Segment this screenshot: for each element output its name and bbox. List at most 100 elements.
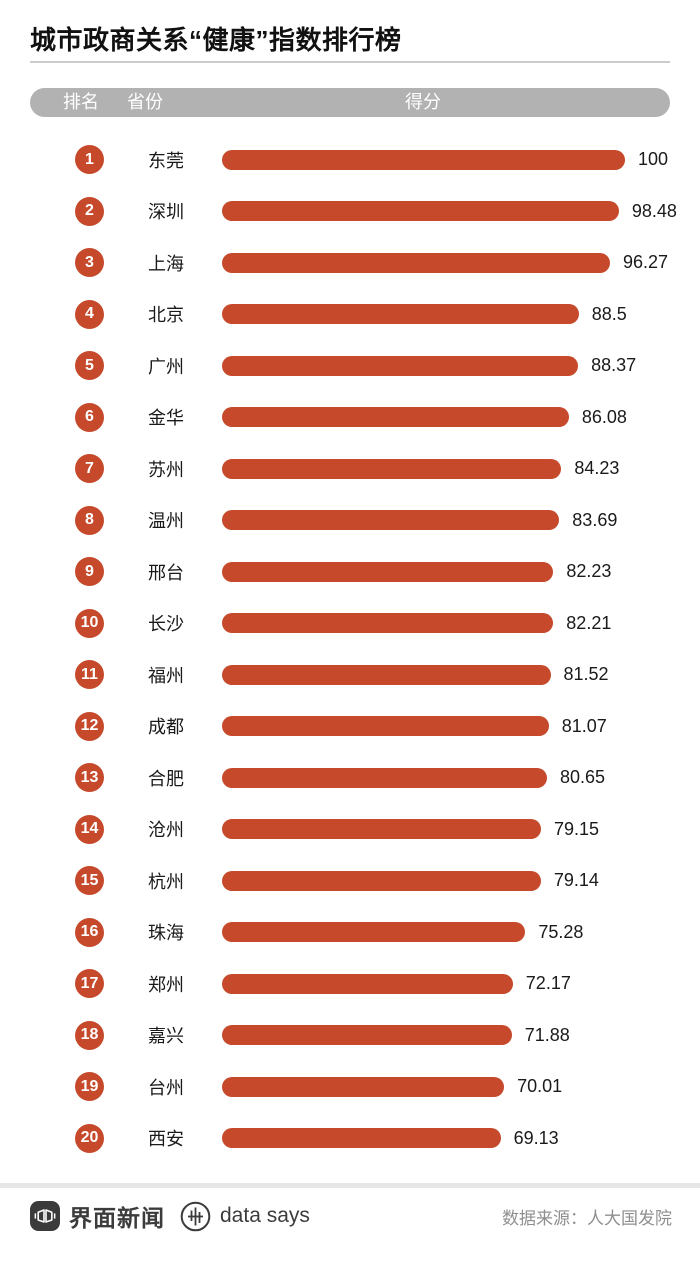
rank-badge: 19 [75,1072,104,1102]
score-bar [222,973,513,994]
rank-badge: 14 [75,814,104,844]
score-value: 96.27 [623,252,669,273]
chart-row: 8 温州 83.69 [0,495,700,547]
city-label: 台州 [148,1077,184,1098]
score-bar [222,510,560,531]
city-label: 西安 [148,1129,184,1150]
score-bar [222,1076,505,1097]
city-label: 东莞 [148,150,184,171]
score-bar [222,561,554,582]
score-value: 75.28 [538,921,584,942]
score-value: 81.52 [563,664,609,685]
city-label: 郑州 [148,974,184,995]
chart-row: 4 北京 88.5 [0,289,700,341]
rank-badge: 1 [75,145,104,175]
city-label: 合肥 [148,768,184,789]
rank-badge: 3 [75,248,104,278]
score-value: 79.15 [554,818,600,839]
chart-row: 6 金华 86.08 [0,392,700,444]
rank-badge: 6 [75,402,104,432]
chart-row: 11 福州 81.52 [0,649,700,701]
score-value: 100 [638,149,669,170]
score-value: 72.17 [525,973,571,994]
footer-brands: 界面新闻 data says [30,1199,310,1233]
score-value: 84.23 [574,458,620,479]
score-value: 86.08 [581,406,627,427]
chart-row: 3 上海 96.27 [0,237,700,289]
score-bar [222,355,579,376]
rank-badge: 18 [75,1020,104,1050]
footer: 界面新闻 data says 数据来源：人大国发院 [0,1188,700,1252]
rank-badge: 8 [75,505,104,535]
rank-badge: 12 [75,711,104,741]
score-bar [222,819,541,840]
city-label: 沧州 [148,820,184,841]
score-value: 79.14 [553,870,599,891]
title-divider [30,61,670,63]
rank-badge: 11 [75,660,104,690]
header-province-label: 省份 [127,92,163,112]
rank-badge: 15 [75,866,104,896]
footer-divider [0,1183,700,1188]
city-label: 长沙 [148,614,184,635]
score-bar [222,149,625,170]
chart-row: 12 成都 81.07 [0,701,700,753]
score-bar [222,922,526,943]
data-says-wordmark: data says [220,1204,310,1227]
chart-row: 17 郑州 72.17 [0,958,700,1010]
score-value: 88.37 [591,355,637,376]
score-value: 98.48 [631,200,677,221]
city-label: 温州 [148,511,184,532]
score-value: 70.01 [517,1076,563,1097]
chart-row: 18 嘉兴 71.88 [0,1010,700,1062]
score-value: 80.65 [560,767,606,788]
score-bar [222,458,562,479]
score-value: 88.5 [591,303,627,324]
score-bar [222,1128,501,1149]
score-value: 71.88 [524,1024,570,1045]
chart-row: 5 广州 88.37 [0,340,700,392]
rank-badge: 13 [75,763,104,793]
chart-row: 20 西安 69.13 [0,1113,700,1165]
score-bar [222,252,610,273]
rank-badge: 20 [75,1123,104,1153]
score-bar [222,613,554,634]
city-label: 成都 [148,717,184,738]
city-label: 苏州 [148,459,184,480]
city-label: 嘉兴 [148,1026,184,1047]
score-bar [222,870,541,891]
page-title: 城市政商关系“健康”指数排行榜 [30,25,402,55]
chart-row: 2 深圳 98.48 [0,186,700,238]
header-score-label: 得分 [405,92,441,112]
rank-badge: 2 [75,196,104,226]
data-source-text: 数据来源：人大国发院 [502,1208,672,1228]
score-value: 69.13 [513,1127,559,1148]
chart-row: 13 合肥 80.65 [0,752,700,804]
city-label: 福州 [148,665,184,686]
city-label: 邢台 [148,562,184,583]
chart-row: 16 珠海 75.28 [0,907,700,959]
score-bar [222,716,549,737]
score-bar [222,767,547,788]
data-says-icon [180,1201,211,1231]
jiemian-news-icon [30,1201,60,1231]
rank-badge: 10 [75,608,104,638]
score-bar [222,304,579,325]
city-label: 深圳 [148,202,184,223]
city-label: 广州 [148,356,184,377]
chart-row: 10 长沙 82.21 [0,598,700,650]
chart-row: 19 台州 70.01 [0,1061,700,1113]
score-bar [222,201,619,222]
rank-badge: 5 [75,351,104,381]
city-label: 珠海 [148,923,184,944]
chart-row: 7 苏州 84.23 [0,443,700,495]
chart-row: 15 杭州 79.14 [0,855,700,907]
chart-rows: 1 东莞 100 2 深圳 98.48 3 上海 96.27 4 北京 88.5 5 广州 88.37 6 金华… [0,134,700,1164]
rank-badge: 7 [75,454,104,484]
score-bar [222,1025,512,1046]
table-header: 排名 省份 得分 [30,88,670,117]
rank-badge: 4 [75,299,104,329]
city-label: 杭州 [148,871,184,892]
score-value: 83.69 [572,509,618,530]
city-label: 金华 [148,408,184,429]
